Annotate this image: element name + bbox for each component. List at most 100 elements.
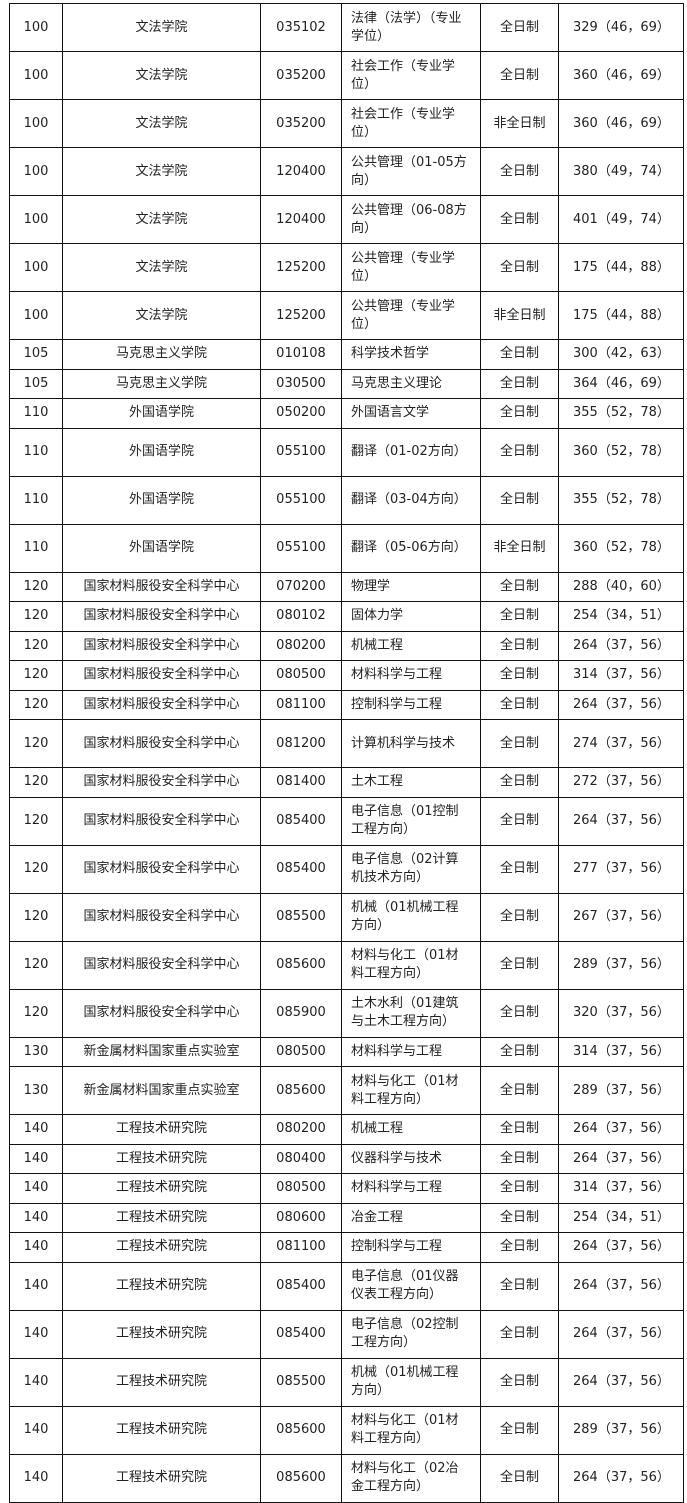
score-line-cell: 175（44，88） bbox=[558, 291, 684, 340]
study-mode-cell: 全日制 bbox=[480, 940, 559, 990]
study-mode-cell: 全日制 bbox=[480, 51, 559, 100]
table-row: 110 外国语学院 050200 外国语言文学 全日制 355（52，78） bbox=[9, 398, 684, 429]
unit-code-cell: 120 bbox=[9, 844, 63, 894]
major-name-cell: 材料与化工（02冶金工程方向） bbox=[341, 1453, 481, 1503]
unit-code-cell: 120 bbox=[9, 660, 63, 691]
study-mode-cell: 全日制 bbox=[480, 368, 559, 399]
unit-code-cell: 120 bbox=[9, 689, 63, 720]
unit-name-cell: 外国语学院 bbox=[62, 398, 261, 429]
table-row: 105 马克思主义学院 030500 马克思主义理论 全日制 364（46，69） bbox=[9, 368, 684, 399]
major-name-cell: 物理学 bbox=[341, 571, 481, 602]
table-row: 120 国家材料服役安全科学中心 085900 土木水利（01建筑与土木工程方向） 全日… bbox=[9, 988, 684, 1038]
study-mode-cell: 全日制 bbox=[480, 719, 559, 768]
unit-name-cell: 文法学院 bbox=[62, 195, 261, 244]
score-line-cell: 264（37，56） bbox=[558, 1453, 684, 1503]
table-row: 100 文法学院 125200 公共管理（专业学位） 全日制 175（44，88） bbox=[9, 243, 684, 292]
major-name-cell: 公共管理（06-08方向） bbox=[341, 195, 481, 244]
unit-name-cell: 工程技术研究院 bbox=[62, 1202, 261, 1233]
major-code-cell: 080200 bbox=[260, 630, 342, 661]
study-mode-cell: 全日制 bbox=[480, 1309, 559, 1359]
major-name-cell: 机械工程 bbox=[341, 630, 481, 661]
table-row: 120 国家材料服役安全科学中心 080102 固体力学 全日制 254（34，51） bbox=[9, 601, 684, 632]
unit-name-cell: 工程技术研究院 bbox=[62, 1143, 261, 1174]
study-mode-cell: 全日制 bbox=[480, 689, 559, 720]
score-line-cell: 314（37，56） bbox=[558, 1173, 684, 1204]
unit-code-cell: 140 bbox=[9, 1143, 63, 1174]
major-code-cell: 050200 bbox=[260, 398, 342, 429]
unit-code-cell: 100 bbox=[9, 291, 63, 340]
unit-code-cell: 100 bbox=[9, 3, 63, 52]
table-row: 140 工程技术研究院 085400 电子信息（02控制工程方向） 全日制 264（37，… bbox=[9, 1309, 684, 1359]
major-name-cell: 材料与化工（01材料工程方向） bbox=[341, 940, 481, 990]
unit-name-cell: 工程技术研究院 bbox=[62, 1309, 261, 1359]
score-line-cell: 264（37，56） bbox=[558, 689, 684, 720]
unit-name-cell: 工程技术研究院 bbox=[62, 1114, 261, 1145]
major-name-cell: 翻译（05-06方向） bbox=[341, 523, 481, 573]
major-name-cell: 法律（法学）（专业学位） bbox=[341, 3, 481, 52]
major-name-cell: 公共管理（01-05方向） bbox=[341, 147, 481, 196]
table-row: 100 文法学院 035200 社会工作（专业学位） 非全日制 360（46，69） bbox=[9, 99, 684, 148]
unit-name-cell: 国家材料服役安全科学中心 bbox=[62, 892, 261, 942]
table-row: 110 外国语学院 055100 翻译（05-06方向） 非全日制 360（52，78） bbox=[9, 523, 684, 573]
score-line-cell: 320（37，56） bbox=[558, 988, 684, 1038]
table-row: 140 工程技术研究院 085600 材料与化工（02冶金工程方向） 全日制 264（37… bbox=[9, 1453, 684, 1503]
major-name-cell: 材料与化工（01材料工程方向） bbox=[341, 1405, 481, 1455]
unit-code-cell: 120 bbox=[9, 630, 63, 661]
table-row: 120 国家材料服役安全科学中心 085600 材料与化工（01材料工程方向） 全日制 2… bbox=[9, 940, 684, 990]
unit-code-cell: 130 bbox=[9, 1066, 63, 1115]
table-row: 140 工程技术研究院 085500 机械（01机械工程方向） 全日制 264（37，56… bbox=[9, 1357, 684, 1407]
study-mode-cell: 全日制 bbox=[480, 1405, 559, 1455]
study-mode-cell: 全日制 bbox=[480, 1202, 559, 1233]
score-line-cell: 254（34，51） bbox=[558, 601, 684, 632]
table-body: 100 文法学院 035102 法律（法学）（专业学位） 全日制 329（46，69） 10… bbox=[9, 3, 684, 1503]
major-code-cell: 080200 bbox=[260, 1114, 342, 1145]
unit-code-cell: 120 bbox=[9, 767, 63, 798]
score-line-cell: 264（37，56） bbox=[558, 1309, 684, 1359]
score-line-cell: 264（37，56） bbox=[558, 630, 684, 661]
table-row: 120 国家材料服役安全科学中心 080500 材料科学与工程 全日制 314（37，56… bbox=[9, 660, 684, 691]
table-row: 120 国家材料服役安全科学中心 081200 计算机科学与技术 全日制 274（37，5… bbox=[9, 719, 684, 768]
major-code-cell: 080600 bbox=[260, 1202, 342, 1233]
study-mode-cell: 全日制 bbox=[480, 1143, 559, 1174]
unit-name-cell: 国家材料服役安全科学中心 bbox=[62, 988, 261, 1038]
unit-code-cell: 140 bbox=[9, 1114, 63, 1145]
study-mode-cell: 全日制 bbox=[480, 1114, 559, 1145]
score-line-cell: 355（52，78） bbox=[558, 475, 684, 525]
unit-code-cell: 130 bbox=[9, 1036, 63, 1067]
major-name-cell: 材料科学与工程 bbox=[341, 1173, 481, 1204]
major-code-cell: 035200 bbox=[260, 51, 342, 100]
unit-code-cell: 100 bbox=[9, 243, 63, 292]
score-line-cell: 360（46，69） bbox=[558, 51, 684, 100]
major-code-cell: 080400 bbox=[260, 1143, 342, 1174]
study-mode-cell: 全日制 bbox=[480, 147, 559, 196]
score-line-cell: 289（37，56） bbox=[558, 1405, 684, 1455]
unit-name-cell: 外国语学院 bbox=[62, 427, 261, 477]
unit-name-cell: 文法学院 bbox=[62, 99, 261, 148]
study-mode-cell: 全日制 bbox=[480, 1453, 559, 1503]
table-row: 120 国家材料服役安全科学中心 085400 电子信息（02计算机技术方向） 全日制 2… bbox=[9, 844, 684, 894]
study-mode-cell: 非全日制 bbox=[480, 291, 559, 340]
unit-name-cell: 国家材料服役安全科学中心 bbox=[62, 844, 261, 894]
major-name-cell: 土木工程 bbox=[341, 767, 481, 798]
unit-code-cell: 120 bbox=[9, 571, 63, 602]
study-mode-cell: 全日制 bbox=[480, 892, 559, 942]
score-line-cell: 264（37，56） bbox=[558, 1114, 684, 1145]
major-code-cell: 081100 bbox=[260, 689, 342, 720]
unit-name-cell: 国家材料服役安全科学中心 bbox=[62, 601, 261, 632]
score-line-cell: 289（37，56） bbox=[558, 1066, 684, 1115]
score-line-cell: 267（37，56） bbox=[558, 892, 684, 942]
table-row: 110 外国语学院 055100 翻译（01-02方向） 全日制 360（52，78） bbox=[9, 427, 684, 477]
study-mode-cell: 全日制 bbox=[480, 427, 559, 477]
score-table: 100 文法学院 035102 法律（法学）（专业学位） 全日制 329（46，69） 10… bbox=[9, 3, 684, 1503]
score-line-cell: 288（40，60） bbox=[558, 571, 684, 602]
major-name-cell: 冶金工程 bbox=[341, 1202, 481, 1233]
study-mode-cell: 全日制 bbox=[480, 398, 559, 429]
study-mode-cell: 全日制 bbox=[480, 988, 559, 1038]
unit-name-cell: 工程技术研究院 bbox=[62, 1405, 261, 1455]
score-line-cell: 277（37，56） bbox=[558, 844, 684, 894]
table-row: 120 国家材料服役安全科学中心 081100 控制科学与工程 全日制 264（37，56… bbox=[9, 689, 684, 720]
major-code-cell: 120400 bbox=[260, 195, 342, 244]
score-line-cell: 254（34，51） bbox=[558, 1202, 684, 1233]
major-code-cell: 080500 bbox=[260, 1173, 342, 1204]
unit-name-cell: 国家材料服役安全科学中心 bbox=[62, 571, 261, 602]
